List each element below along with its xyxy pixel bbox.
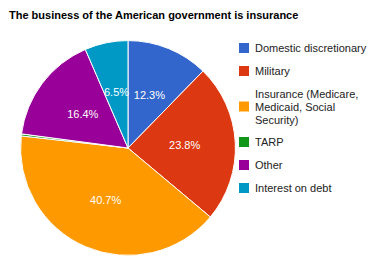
svg-text:Other: Other [255, 159, 283, 171]
svg-text:16.4%: 16.4% [67, 108, 98, 120]
svg-text:Medicaid, Social: Medicaid, Social [255, 101, 338, 113]
svg-text:6.5%: 6.5% [104, 86, 129, 98]
svg-text:Domestic discretionary: Domestic discretionary [255, 42, 367, 54]
svg-text:TARP: TARP [255, 136, 284, 148]
svg-text:23.8%: 23.8% [169, 139, 200, 151]
svg-text:12.3%: 12.3% [134, 89, 165, 101]
svg-text:Interest on debt: Interest on debt [255, 182, 331, 194]
svg-text:40.7%: 40.7% [90, 194, 121, 206]
svg-text:The business of the American g: The business of the American government … [9, 9, 298, 21]
svg-text:Security): Security) [255, 114, 298, 126]
svg-text:Insurance (Medicare,: Insurance (Medicare, [255, 88, 361, 100]
svg-text:Military: Military [255, 65, 290, 77]
